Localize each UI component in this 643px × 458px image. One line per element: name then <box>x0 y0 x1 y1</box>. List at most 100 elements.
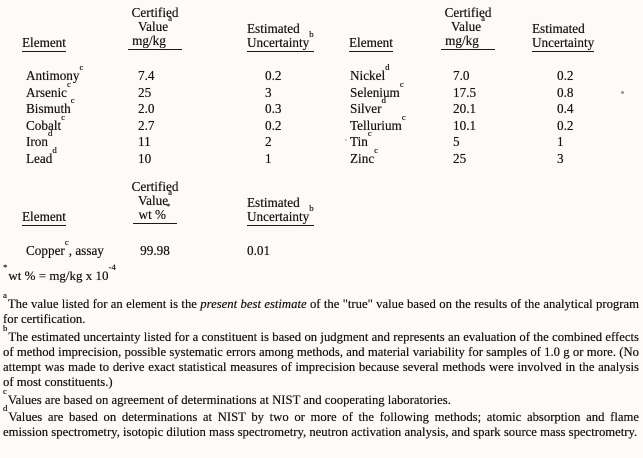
footnote-b-text: The estimated uncertainty listed for a c… <box>3 329 639 390</box>
column-header-certified-value: Certified Valuea mg/kg <box>125 6 185 50</box>
table-header: Element Certified Valuea wt %* Estimated… <box>22 180 314 226</box>
header-line-estimated: Estimated <box>532 21 585 36</box>
table-row: Tinc 5 1 <box>349 128 609 151</box>
certified-value: 99.98 <box>140 243 170 258</box>
element-name: Silverd <box>350 95 386 117</box>
footnote-star-text: wt % = mg/kg x 10 <box>8 268 109 283</box>
footnote-star: *wt % = mg/kg x 10-4 <box>3 263 639 284</box>
certified-value: 7.0 <box>453 68 470 83</box>
table-row: Telluriumc 10.1 0.2 <box>349 112 609 135</box>
footnote-ref: d <box>52 145 57 156</box>
header-line-value: Valuea <box>451 13 485 34</box>
header-line-unit: mg/kg <box>438 34 498 50</box>
estimated-uncertainty: 0.2 <box>265 117 282 133</box>
column-header-certified-value: Certified Valuea mg/kg <box>438 6 498 50</box>
footnote-ref: d <box>381 95 386 106</box>
footnote-c-text: Values are based on agreement of determi… <box>7 392 451 407</box>
certified-value: 2.0 <box>138 101 155 117</box>
column-header-uncertainty: Estimated Uncertainty <box>498 21 608 52</box>
footnote-ref-b: b <box>309 29 314 40</box>
certified-value: 17.5 <box>453 84 477 100</box>
header-line-unit: wt %* <box>125 202 185 224</box>
exponent: -4 <box>108 262 116 273</box>
footnote-ref: c <box>79 62 84 73</box>
footnote-a-italic: present best estimate <box>200 297 307 311</box>
table-body: Nickeld 7.0 0.2 Seleniumc 17.5 0.8 Silve… <box>349 62 609 168</box>
certified-value: 11 <box>138 134 151 150</box>
header-line-uncertainty: Uncertaintyb <box>247 29 314 52</box>
element-header-label: Element <box>22 209 66 226</box>
footnote-marker-star: * <box>3 262 8 273</box>
footnote-ref: c <box>67 78 71 89</box>
footnote-d-text: Values are based on determinations at NI… <box>3 410 639 440</box>
estimated-uncertainty: 0.8 <box>557 84 574 100</box>
estimated-uncertainty: 2 <box>265 134 272 150</box>
table-row: Silverd 20.1 0.4 <box>349 95 609 118</box>
footnote-marker-b: b <box>3 322 8 333</box>
element-suffix: , assay <box>68 243 104 258</box>
footnote-a: aThe value listed for an element is the … <box>3 291 640 328</box>
element-name: Nickeld <box>350 62 390 83</box>
element-name: Tinc <box>350 128 372 150</box>
certified-values-table-right: Element Certified Valuea mg/kg Estimated… <box>349 6 609 168</box>
certified-value: 7.4 <box>138 68 155 83</box>
certified-value: 2.7 <box>138 117 155 133</box>
certified-value: 25 <box>453 150 467 166</box>
element-name: Bismuthc <box>26 95 75 117</box>
element-name: Zincc <box>350 145 379 166</box>
footnote-ref-star: * <box>166 201 171 212</box>
estimated-uncertainty: 0.4 <box>557 101 574 117</box>
estimated-uncertainty: 3 <box>265 84 272 100</box>
estimated-uncertainty: 1 <box>557 134 564 150</box>
header-line-uncertainty: Uncertaintyb <box>247 203 314 226</box>
footnote-marker-c: c <box>3 386 7 397</box>
table-row: Copperc, assay 99.98 0.01 <box>22 238 307 259</box>
footnote-ref: c <box>367 128 372 139</box>
footnote-ref-a: a <box>168 187 172 198</box>
header-line-value: Valuea <box>138 187 172 208</box>
header-line-unit: mg/kg <box>125 34 185 50</box>
estimated-uncertainty: 0.2 <box>265 68 282 83</box>
footnote-a-text-post: of the "true" value based on the results… <box>3 297 640 327</box>
footnote-ref-a: a <box>481 13 485 24</box>
footnote-ref: c <box>70 95 75 106</box>
column-header-element: Element <box>349 35 438 52</box>
footnote-marker-a: a <box>3 290 7 301</box>
footnote-ref: c <box>399 78 404 89</box>
copper-assay-table: Element Certified Valuea wt %* Estimated… <box>22 180 314 259</box>
table-row: Nickeld 7.0 0.2 <box>349 62 609 85</box>
column-header-uncertainty: Estimated Uncertaintyb <box>185 195 314 226</box>
footnote-b: bThe estimated uncertainty listed for a … <box>3 323 639 391</box>
header-line-estimated: Estimated <box>247 195 300 210</box>
certified-value: 10 <box>138 150 152 166</box>
element-name: Arsenicc <box>26 78 71 100</box>
column-header-uncertainty: Estimated Uncertaintyb <box>185 22 314 52</box>
footnote-ref: c <box>64 237 69 248</box>
column-header-element: Element <box>22 35 125 52</box>
certified-values-table-left: Element Certified Valuea mg/kg Estimated… <box>22 6 314 168</box>
table-row: Seleniumc 17.5 0.8 <box>349 79 609 102</box>
footnote-d: dValues are based on determinations at N… <box>3 404 639 441</box>
footnote-ref: c <box>401 111 406 122</box>
footnote-marker-d: d <box>3 403 8 414</box>
table-row: Leadd 10 1 <box>22 145 307 168</box>
element-name: Irond <box>26 128 53 150</box>
footnote-ref: c <box>374 145 379 156</box>
certified-value: 25 <box>138 84 152 100</box>
scan-speckle <box>621 91 624 94</box>
header-line-certified: Certified <box>131 5 179 20</box>
estimated-uncertainty: 1 <box>265 150 272 166</box>
table-row: Antimonyc 7.4 0.2 <box>22 63 307 85</box>
element-header-label: Element <box>22 35 66 52</box>
table-row: Irond 11 2 <box>22 128 307 151</box>
scan-speckle <box>345 139 347 141</box>
certified-value: 20.1 <box>453 101 477 117</box>
table-row: Arsenicc 25 3 <box>22 78 307 102</box>
table-row: Bismuthc 2.0 0.3 <box>22 95 307 118</box>
estimated-uncertainty: 3 <box>557 150 564 166</box>
estimated-uncertainty: 0.3 <box>265 101 282 117</box>
certified-value: 10.1 <box>453 117 477 133</box>
element-name: Leadd <box>26 145 57 166</box>
table-header: Element Certified Valuea mg/kg Estimated… <box>349 6 609 52</box>
